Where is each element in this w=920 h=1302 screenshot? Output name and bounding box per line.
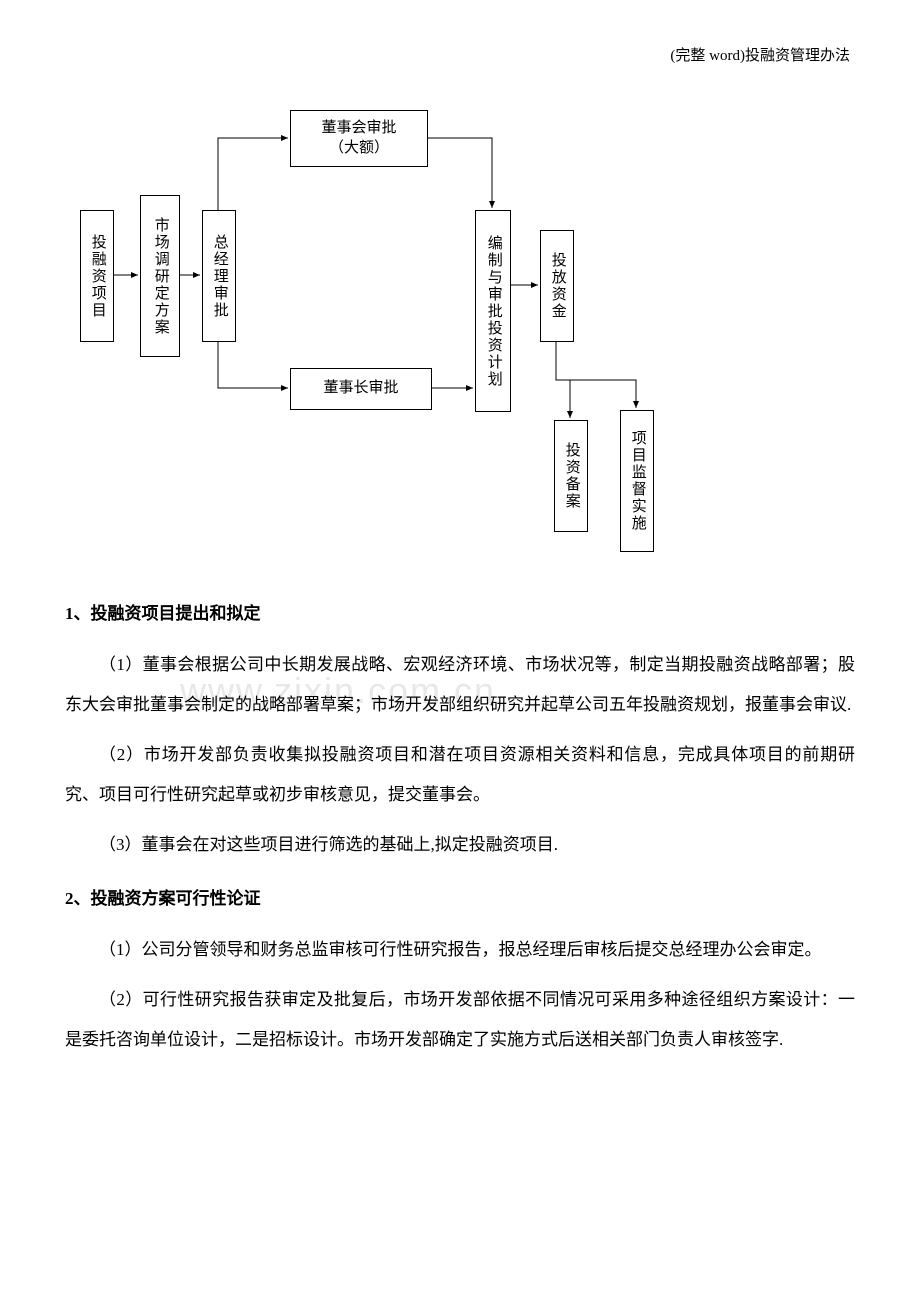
node-release-funds: 投放资金: [540, 230, 574, 342]
node-invest-plan: 编制与审批投资计划: [475, 210, 511, 412]
node-label: 总经理审批: [209, 234, 229, 319]
section-1-para-2: （2）市场开发部负责收集拟投融资项目和潜在项目资源相关资料和信息，完成具体项目的…: [65, 735, 855, 815]
section-1-title: 1、投融资项目提出和拟定: [65, 600, 855, 627]
section-1-para-1: （1）董事会根据公司中长期发展战略、宏观经济环境、市场状况等，制定当期投融资战略…: [65, 645, 855, 725]
node-market-research: 市场调研定方案: [140, 195, 180, 357]
node-chairman-approval: 董事长审批: [290, 368, 432, 410]
node-label: 董事会审批 （大额）: [321, 119, 396, 158]
section-1-para-3: （3）董事会在对这些项目进行筛选的基础上,拟定投融资项目.: [65, 825, 855, 865]
flowchart-diagram: 投融资项目 市场调研定方案 总经理审批 董事会审批 （大额） 董事长审批 编制与…: [70, 100, 690, 550]
node-invest-filing: 投资备案: [554, 420, 588, 532]
node-gm-approval: 总经理审批: [202, 210, 236, 342]
node-label: 编制与审批投资计划: [483, 235, 503, 388]
section-2-para-2: （2）可行性研究报告获审定及批复后，市场开发部依据不同情况可采用多种途径组织方案…: [65, 980, 855, 1060]
section-2-para-1: （1）公司分管领导和财务总监审核可行性研究报告，报总经理后审核后提交总经理办公会…: [65, 930, 855, 970]
document-body: 1、投融资项目提出和拟定 （1）董事会根据公司中长期发展战略、宏观经济环境、市场…: [65, 580, 855, 1070]
node-label: 董事长审批: [323, 379, 398, 399]
page-header: (完整 word)投融资管理办法: [670, 44, 850, 65]
node-label: 投融资项目: [87, 234, 107, 319]
section-2-title: 2、投融资方案可行性论证: [65, 885, 855, 912]
node-supervision: 项目监督实施: [620, 410, 654, 552]
node-label: 投资备案: [561, 442, 581, 510]
node-board-approval: 董事会审批 （大额）: [290, 110, 428, 167]
node-project: 投融资项目: [80, 210, 114, 342]
node-label: 项目监督实施: [627, 430, 647, 532]
node-label: 投放资金: [547, 252, 567, 320]
document-page: (完整 word)投融资管理办法 www.zixin.com.cn: [0, 0, 920, 1302]
node-label: 市场调研定方案: [150, 217, 170, 336]
